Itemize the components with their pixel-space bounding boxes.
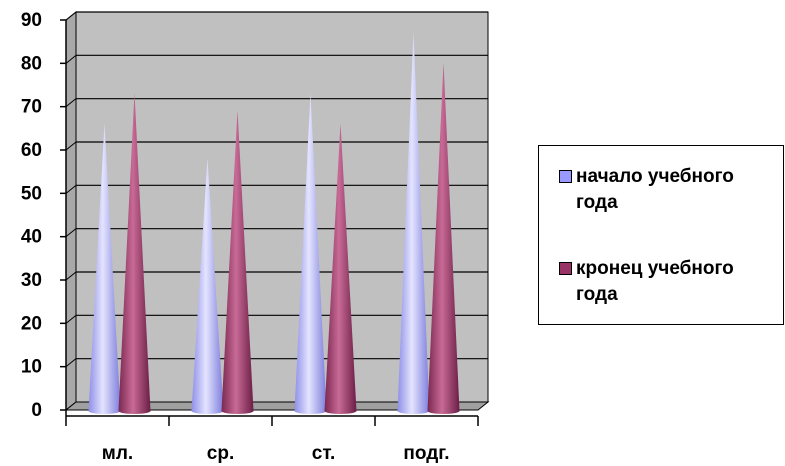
gridline-side-3	[65, 271, 77, 281]
category-label-2: ст.	[312, 443, 335, 464]
cone-s1-c2	[324, 123, 357, 414]
gridline-side-2	[65, 314, 77, 324]
x-axis-ticks	[65, 416, 479, 426]
cone-s1-c3	[427, 62, 460, 415]
y-axis-ticks: 0 10 20 30 40 50 60 70 80 90	[21, 10, 66, 421]
cone-s0-c3	[397, 32, 430, 414]
legend: начало учебного года кронец учебного год…	[538, 145, 784, 325]
cone-s1-c1	[221, 110, 254, 414]
gridline-side-1	[65, 358, 77, 368]
y-tick-label-4: 40	[21, 227, 42, 248]
chart-side-wall	[65, 10, 77, 412]
cone-s1-c0	[118, 93, 151, 414]
category-label-3: подг.	[403, 443, 449, 464]
legend-label-end: кронец учебного года	[576, 258, 734, 305]
y-tick-label-6: 60	[21, 140, 42, 161]
legend-swatch-end	[559, 262, 572, 275]
cone-s0-c1	[191, 158, 224, 414]
y-tick-label-2: 20	[21, 313, 42, 334]
legend-label-start: начало учебного года	[576, 166, 734, 213]
y-tick-label-5: 50	[21, 183, 42, 204]
cone-s0-c0	[88, 123, 121, 414]
category-labels: мл. ср. ст. подг.	[102, 443, 450, 464]
gridline-side-4	[65, 228, 77, 238]
gridline-side-6	[65, 141, 77, 151]
y-tick-label-3: 30	[21, 270, 42, 291]
y-tick-label-0: 0	[31, 400, 42, 421]
y-tick-label-1: 10	[21, 357, 42, 378]
gridline-side-7	[65, 98, 77, 108]
legend-swatch-start	[559, 170, 572, 183]
gridline-side-5	[65, 184, 77, 194]
cones	[88, 32, 460, 415]
y-tick-label-9: 90	[21, 10, 42, 31]
category-label-1: ср.	[207, 443, 234, 464]
y-tick-label-7: 70	[21, 97, 42, 118]
gridline-side-9	[65, 11, 77, 21]
cone-s0-c2	[294, 93, 327, 414]
y-tick-label-8: 80	[21, 53, 42, 74]
category-label-0: мл.	[102, 443, 133, 464]
gridline-side-8	[65, 54, 77, 64]
